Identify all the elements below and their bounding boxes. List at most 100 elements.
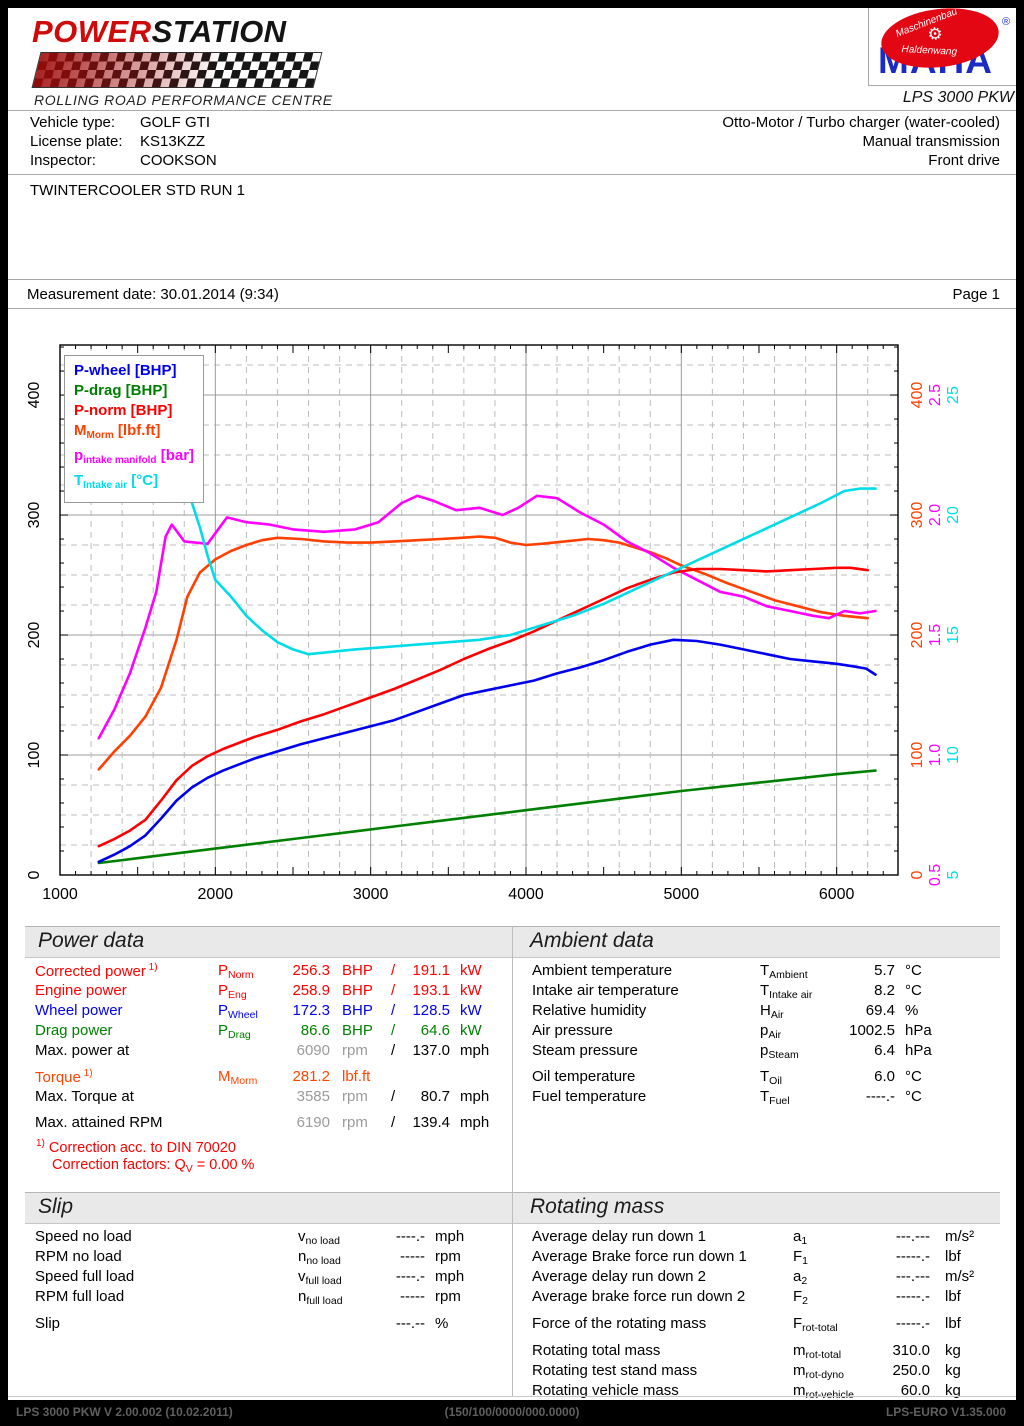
footnote-sup: 1): [36, 1138, 45, 1149]
table-row: RPM full load nfull load ----- rpm: [25, 1288, 517, 1308]
table-cell: Fuel temperature: [532, 1088, 647, 1105]
table-cell: lbf.ft: [342, 1068, 371, 1085]
table-row: Air pressure pAir 1002.5 hPa: [515, 1022, 1007, 1042]
table-cell: Max. Torque at: [35, 1088, 134, 1105]
rotating-mass-table: Average delay run down 1 a1 ---.--- m/s² Ave…: [515, 1228, 1007, 1402]
table-cell: Wheel power: [35, 1002, 123, 1019]
table-row: Rotating total mass mrot-total 310.0 kg: [515, 1342, 1007, 1362]
table-cell: 6090: [296, 1042, 330, 1059]
slip-title: Slip: [38, 1195, 74, 1218]
ambient-data-table: Ambient temperature TAmbient 5.7 °C Intake a…: [515, 962, 1007, 1108]
table-cell: Torque 1): [35, 1068, 93, 1086]
M-torque-curve: [97, 535, 870, 771]
measurement-bottomline: [8, 308, 1016, 309]
table-cell: ---.---: [895, 1228, 930, 1245]
table-cell: 139.4: [412, 1114, 450, 1131]
table-cell: 6.0: [874, 1068, 895, 1085]
table-row: Max. power at 6090 rpm / 137.0 mph: [25, 1042, 517, 1062]
table-cell: Slip: [35, 1315, 61, 1332]
table-cell: TAmbient: [760, 962, 808, 981]
table-cell: kg: [945, 1382, 961, 1399]
table-cell: mph: [435, 1268, 465, 1285]
table-cell: kW: [460, 1002, 482, 1019]
table-cell: °C: [905, 1088, 922, 1105]
table-cell: 191.1: [412, 962, 450, 979]
brand-power: POWER: [32, 14, 152, 49]
table-cell: HAir: [760, 1002, 784, 1021]
table-row: Average delay run down 1 a1 ---.--- m/s²: [515, 1228, 1007, 1248]
table-cell: rpm: [342, 1114, 368, 1131]
table-cell: ----.-: [395, 1268, 425, 1285]
section-divider-vertical: [512, 926, 513, 1396]
footnote2-pre: Correction factors: Q: [52, 1157, 186, 1173]
table-row: Force of the rotating mass Frot-total ----…: [515, 1315, 1007, 1335]
table-cell: vno load: [298, 1228, 340, 1247]
table-cell: -----.-: [895, 1288, 930, 1305]
table-cell: vfull load: [298, 1268, 342, 1287]
table-row: Oil temperature TOil 6.0 °C: [515, 1068, 1007, 1088]
table-cell: TFuel: [760, 1088, 790, 1107]
table-row: Wheel power PWheel 172.3 BHP / 128.5 kW: [25, 1002, 517, 1022]
table-row: Speed no load vno load ----.- mph: [25, 1228, 517, 1248]
svg-text:15: 15: [945, 626, 962, 644]
table-cell: Average delay run down 2: [532, 1268, 707, 1285]
table-cell: Max. attained RPM: [35, 1114, 163, 1131]
table-cell: Speed full load: [35, 1268, 135, 1285]
table-cell: 128.5: [412, 1002, 450, 1019]
table-cell: 86.6: [300, 1022, 330, 1039]
brand-tagline: ROLLING ROAD PERFORMANCE CENTRE: [34, 92, 333, 108]
table-cell: RPM no load: [35, 1248, 122, 1265]
table-cell: 64.6: [420, 1022, 450, 1039]
table-cell: mph: [460, 1088, 490, 1105]
table-cell: lbf: [945, 1315, 961, 1332]
table-cell: mrot-vehicle: [793, 1382, 854, 1401]
table-row: Speed full load vfull load ----.- mph: [25, 1268, 517, 1288]
table-cell: /: [391, 1088, 396, 1105]
table-row: Slip ---.--%: [25, 1315, 517, 1335]
svg-text:100: 100: [26, 742, 43, 769]
table-row: RPM no load nno load ----- rpm: [25, 1248, 517, 1268]
legend-item: P-drag [BHP]: [74, 382, 168, 399]
table-row: Engine power PEng 258.9 BHP / 193.1 kW: [25, 982, 517, 1002]
chart-legend: P-wheel [BHP] P-drag [BHP] P-norm [BHP] MMo…: [64, 355, 205, 503]
legend-item: MMorm [lbf.ft]: [74, 422, 161, 441]
table-cell: 80.7: [420, 1088, 450, 1105]
T-intake-air-curve: [181, 480, 877, 656]
table-row: Drag power PDrag 86.6 BHP / 64.6 kW: [25, 1022, 517, 1042]
correction-footnote-1: 1) Correction acc. to DIN 70020: [36, 1138, 236, 1156]
table-row: Steam pressure pSteam 6.4 hPa: [515, 1042, 1007, 1062]
table-row: Max. attained RPM 6190 rpm / 139.4 mph: [25, 1114, 517, 1134]
footer-config-center: (150/100/0000/000.0000): [444, 1405, 580, 1419]
legend-item: pintake manifold [bar]: [74, 447, 195, 466]
table-cell: ---.---: [895, 1268, 930, 1285]
table-cell: 5.7: [874, 962, 895, 979]
inspector-label: Inspector:: [30, 152, 96, 169]
table-cell: TIntake air: [760, 982, 813, 1001]
table-cell: Average delay run down 1: [532, 1228, 707, 1245]
svg-text:2.5: 2.5: [927, 384, 944, 406]
table-cell: Air pressure: [532, 1022, 613, 1039]
checkered-flag-graphic: [31, 52, 323, 88]
engine-type-text: Otto-Motor / Turbo charger (water-cooled…: [722, 114, 1000, 131]
table-cell: PDrag: [218, 1022, 251, 1041]
table-cell: kW: [460, 982, 482, 999]
table-cell: Intake air temperature: [532, 982, 679, 999]
table-cell: °C: [905, 962, 922, 979]
table-cell: 258.9: [292, 982, 330, 999]
svg-text:200: 200: [909, 622, 926, 649]
svg-text:0: 0: [26, 870, 43, 879]
table-cell: nfull load: [298, 1288, 343, 1307]
svg-text:25: 25: [945, 386, 962, 404]
table-cell: Average brake force run down 2: [532, 1288, 746, 1305]
table-cell: 69.4: [865, 1002, 895, 1019]
footer-version-right: LPS-EURO V1.35.000: [885, 1405, 1006, 1419]
table-cell: ---.--: [395, 1315, 425, 1332]
header-underline: [8, 110, 1016, 111]
table-cell: mrot-dyno: [793, 1362, 845, 1381]
table-cell: hPa: [905, 1042, 932, 1059]
table-cell: Speed no load: [35, 1228, 132, 1245]
svg-text:400: 400: [909, 382, 926, 409]
table-cell: °C: [905, 1068, 922, 1085]
table-cell: -----.-: [895, 1315, 930, 1332]
svg-text:300: 300: [909, 502, 926, 529]
